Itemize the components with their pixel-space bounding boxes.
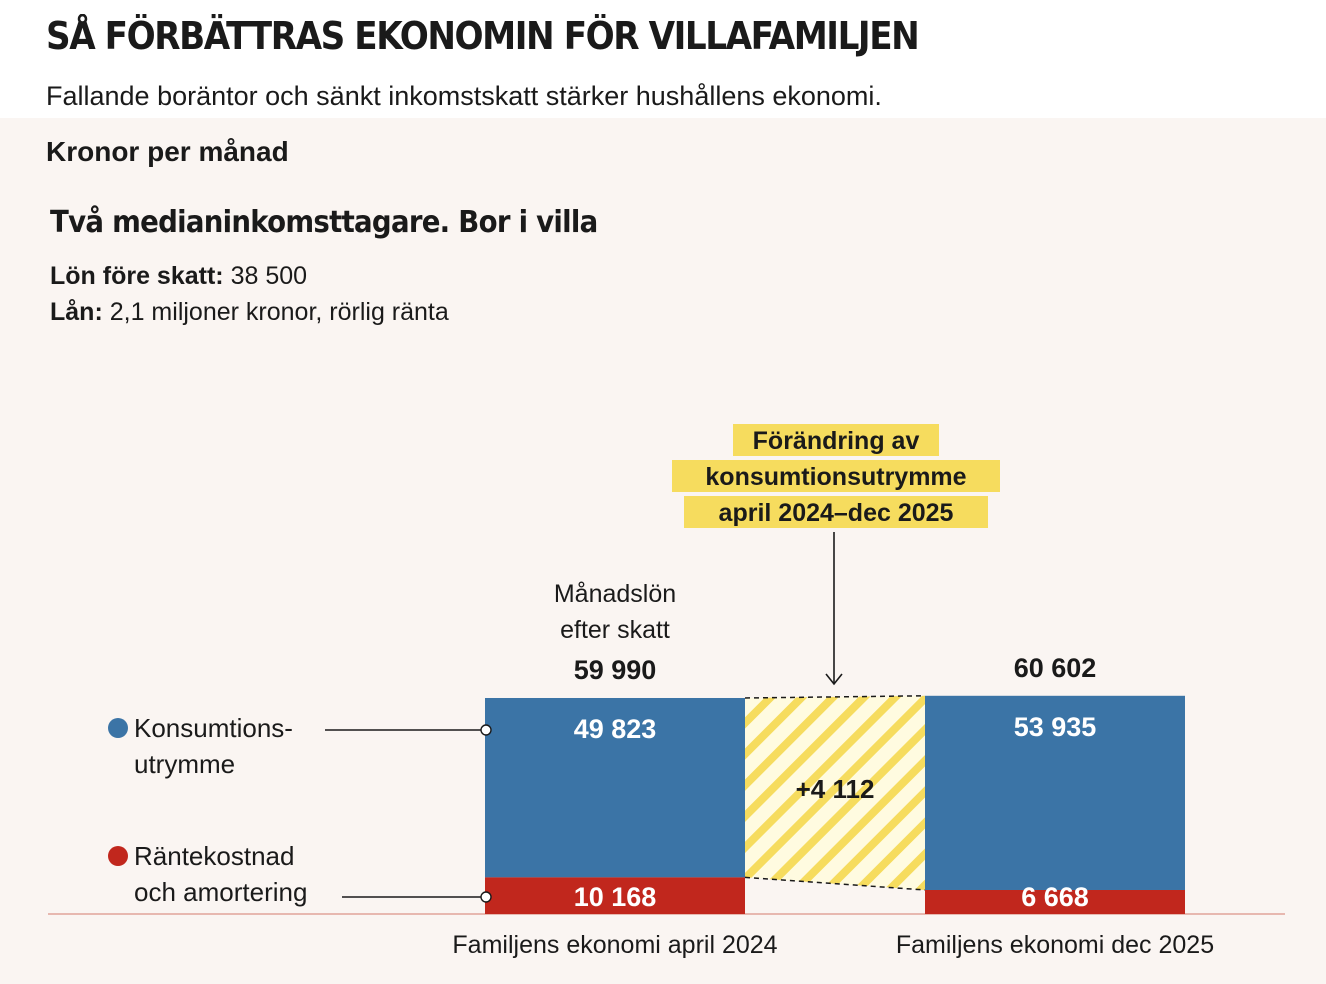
change-arrow-head: [825, 673, 843, 686]
change-caption-line-2: konsumtionsutrymme: [705, 463, 966, 491]
change-value-label: +4 112: [796, 774, 875, 804]
loan-value: 2,1 miljoner kronor, rörlig ränta: [109, 298, 449, 326]
change-caption-highlight-1: [733, 424, 939, 456]
total-label-1: 59 990: [574, 655, 657, 685]
change-band-top-edge: [744, 695, 926, 699]
category-label-1: Familjens ekonomi april 2024: [452, 931, 777, 959]
total-label-2: 60 602: [1014, 653, 1097, 683]
legend-label-2-line-1: Räntekostnad: [134, 841, 294, 871]
change-caption-line-1: Förändring av: [753, 427, 920, 455]
legend-dot-2: [108, 846, 128, 866]
change-caption-highlight-3: [684, 496, 988, 528]
legend-connector-2-end: [480, 891, 492, 903]
salary-label: Lön före skatt:: [50, 262, 224, 290]
header-band: [0, 0, 1326, 118]
change-caption-highlight-2: [672, 460, 1000, 492]
data-label-interest-1: 10 168: [574, 882, 657, 912]
legend-label-1-line-2: utrymme: [134, 749, 235, 779]
legend-label-2-line-2: och amortering: [134, 877, 307, 907]
loan-fact: Lån: 2,1 miljoner kronor, rörlig ränta: [50, 298, 449, 327]
bar-consumption-2: [925, 695, 1185, 890]
unit-label: Kronor per månad: [46, 136, 289, 167]
page-title: SÅ FÖRBÄTTRAS EKONOMIN FÖR VILLAFAMILJEN: [46, 14, 920, 58]
legend-connector-1-end: [480, 724, 492, 736]
bar-consumption-1: [485, 697, 745, 878]
legend-dot-1: [108, 718, 128, 738]
change-band-bottom-edge: [744, 876, 926, 891]
bar-interest-1: [485, 877, 745, 914]
change-caption-line-3: april 2024–dec 2025: [719, 499, 954, 527]
category-label-2: Familjens ekonomi dec 2025: [896, 931, 1214, 959]
data-label-interest-2: 6 668: [1021, 882, 1089, 912]
total-caption-line-1: Månadslön: [554, 580, 676, 608]
salary-fact: Lön före skatt: 38 500: [50, 262, 307, 291]
page-subtitle: Fallande boräntor och sänkt inkomstskatt…: [46, 81, 882, 111]
legend-label-1-line-1: Konsumtions-: [134, 713, 293, 743]
case-title: Två medianinkomsttagare. Bor i villa: [50, 205, 598, 240]
change-band: [745, 695, 925, 890]
bar-interest-2: [925, 889, 1185, 914]
loan-label: Lån:: [50, 298, 103, 326]
salary-value: 38 500: [230, 262, 308, 290]
data-label-consumption-2: 53 935: [1014, 712, 1097, 742]
total-caption-line-2: efter skatt: [560, 616, 670, 644]
data-label-consumption-1: 49 823: [574, 714, 657, 744]
